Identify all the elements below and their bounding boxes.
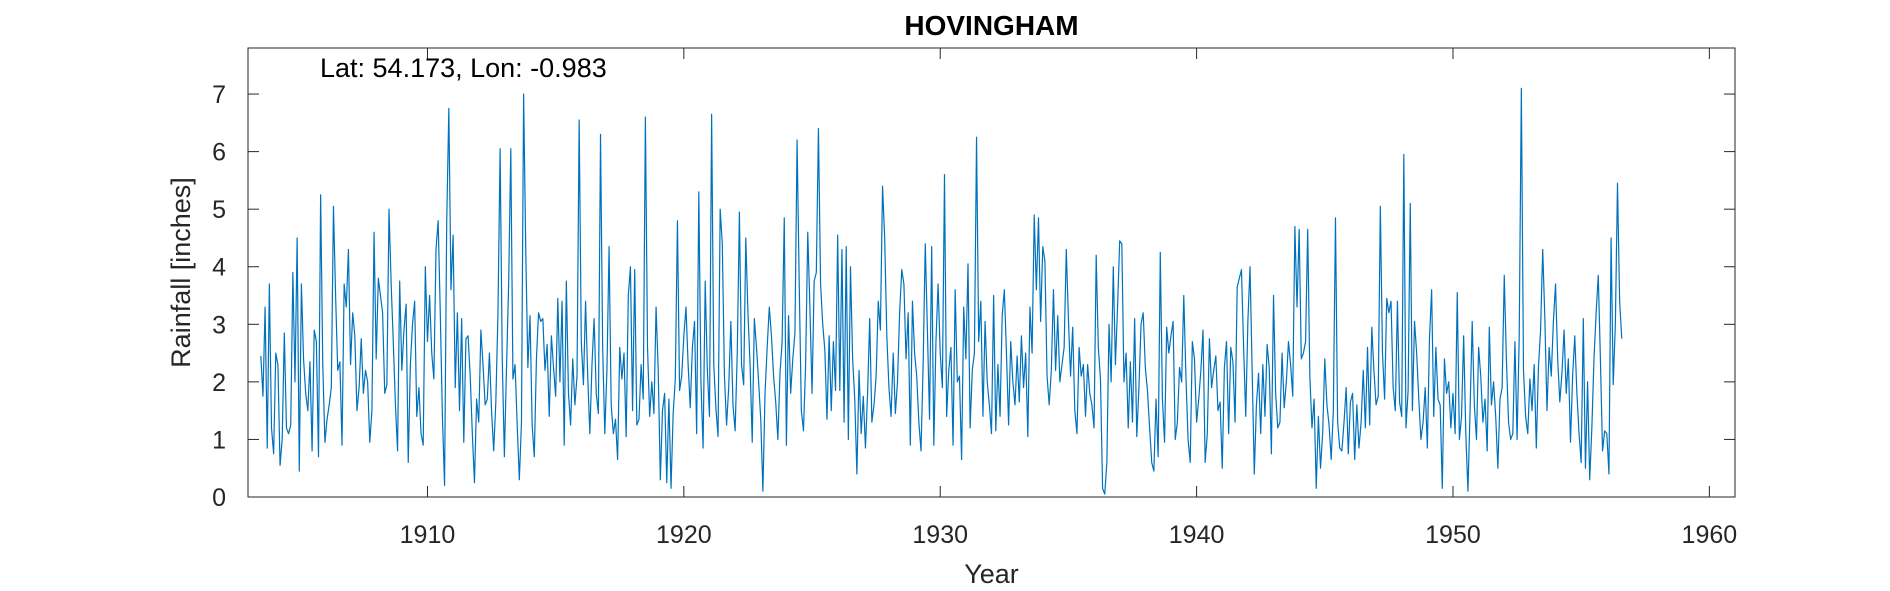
x-tick-label-1940: 1940	[1169, 521, 1225, 549]
tick-layer: 1910 1920 1930 1940 1950 1960 0 1 2 3 4 5 6 7	[212, 48, 1737, 549]
y-tick-label-6: 6	[212, 139, 226, 167]
y-tick-label-0: 0	[212, 484, 226, 512]
y-tick-label-4: 4	[212, 254, 226, 282]
x-tick-label-1930: 1930	[912, 521, 968, 549]
x-tick-label-1910: 1910	[400, 521, 456, 549]
axes-layer	[247, 47, 1736, 498]
y-tick-label-2: 2	[212, 369, 226, 397]
x-tick-label-1920: 1920	[656, 521, 712, 549]
x-axis-title: Year	[964, 559, 1019, 589]
x-tick-label-1950: 1950	[1425, 521, 1481, 549]
x-tick-label-1960: 1960	[1682, 521, 1738, 549]
y-tick-label-1: 1	[212, 426, 226, 454]
series-layer	[260, 87, 1623, 495]
chart-title: HOVINGHAM	[904, 10, 1078, 41]
y-tick-label-5: 5	[212, 196, 226, 224]
y-tick-label-3: 3	[212, 311, 226, 339]
location-annotation: Lat: 54.173, Lon: -0.983	[320, 53, 607, 83]
series-line-0	[260, 87, 1623, 495]
y-axis-title: Rainfall [inches]	[166, 177, 196, 368]
axes-box	[247, 47, 1736, 498]
y-tick-label-7: 7	[212, 81, 226, 109]
